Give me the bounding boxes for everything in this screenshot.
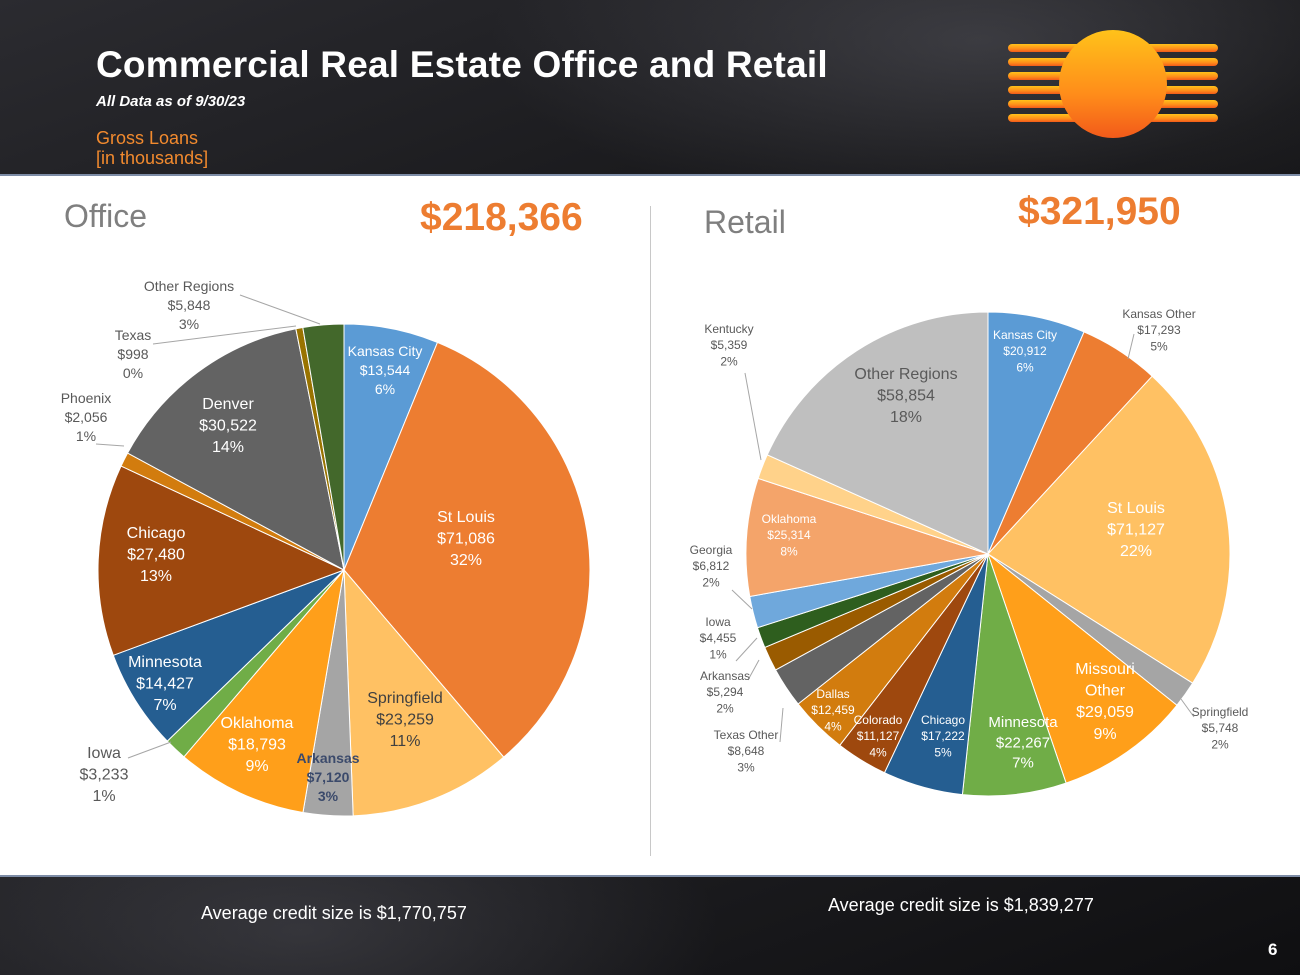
- office-label-texas: Texas $998 0%: [115, 327, 152, 381]
- retail-label-minnesota: Minnesota $22,267 7%: [988, 714, 1058, 772]
- office-label-arkansas: Arkansas $7,120 3%: [296, 750, 359, 804]
- retail-label-oklahoma: Oklahoma $25,314 8%: [762, 512, 817, 558]
- retail-label-georgia: Georgia $6,812 2%: [690, 543, 733, 589]
- office-leader-phoenix: [95, 443, 125, 447]
- office-slice-springfield: [343, 568, 505, 817]
- office-leader-iowa: [127, 741, 172, 759]
- office-slice-oklahoma: [183, 568, 345, 814]
- bank-logo: [1008, 30, 1218, 138]
- retail-label: Retail: [704, 204, 786, 240]
- gross-loans-caption: Gross Loans [in thousands]: [96, 128, 208, 168]
- office-label-chicago: Chicago $27,480 13%: [127, 525, 186, 585]
- office-slice-denver: [126, 328, 345, 571]
- office-label-minnesota: Minnesota $14,427 7%: [128, 654, 202, 714]
- page-title: Commercial Real Estate Office and Retail: [96, 44, 828, 85]
- content-panel: Office $218,366 Retail $321,950 Kansas C…: [0, 174, 1300, 877]
- retail-label-arkansas: Arkansas $5,294 2%: [700, 669, 750, 715]
- as-of-subtitle: All Data as of 9/30/23: [96, 93, 246, 110]
- retail-average-credit: Average credit size is $1,839,277: [828, 895, 1094, 915]
- retail-label-texas-other: Texas Other $8,648 3%: [714, 728, 779, 774]
- office-total: $218,366: [420, 196, 583, 239]
- office-pie-chart: Kansas City $13,544 6% St Louis $71,086 32% Sp…: [61, 278, 591, 817]
- retail-leader-georgia: [731, 589, 753, 610]
- retail-total: $321,950: [1018, 190, 1181, 233]
- retail-slice-other-regions: [766, 311, 989, 555]
- retail-leader-kentucky: [744, 372, 762, 461]
- retail-label-kentucky: Kentucky $5,359 2%: [704, 322, 753, 368]
- retail-label-missouri-other: Missouri Other $29,059 9%: [1075, 661, 1135, 743]
- office-label-kansas-city: Kansas City $13,544 6%: [348, 343, 423, 397]
- retail-label-chicago: Chicago $17,222 5%: [921, 713, 965, 759]
- retail-label-kansas-other: Kansas Other $17,293 5%: [1122, 307, 1195, 353]
- retail-leader-kansas-other: [1127, 333, 1135, 360]
- page-number: 6: [1268, 940, 1278, 959]
- retail-slice-st-louis: [987, 375, 1231, 684]
- gross-loans-line2: [in thousands]: [96, 148, 209, 168]
- retail-label-iowa: Iowa $4,455 1%: [700, 615, 737, 661]
- office-slice-chicago: [97, 465, 346, 656]
- office-slice-st-louis: [343, 341, 591, 758]
- office-label-iowa: Iowa $3,233 1%: [80, 745, 129, 805]
- retail-slices: [745, 311, 1231, 797]
- office-label-st-louis: St Louis $71,086 32%: [437, 509, 495, 569]
- retail-slice-missouri-other: [986, 552, 1178, 784]
- retail-slice-oklahoma: [745, 477, 989, 598]
- office-label: Office: [64, 198, 147, 234]
- retail-label-st-louis: St Louis $71,127 22%: [1107, 500, 1165, 560]
- office-leader-other-regions: [239, 294, 321, 325]
- office-average-credit: Average credit size is $1,770,757: [201, 903, 467, 923]
- retail-label-springfield: Springfield $5,748 2%: [1192, 705, 1249, 751]
- office-slice-other-regions: [302, 323, 345, 571]
- retail-slice-minnesota: [961, 553, 1067, 797]
- office-leader-texas: [152, 325, 297, 345]
- retail-leader-texas-other: [779, 707, 784, 743]
- retail-label-colorado: Colorado $11,127 4%: [854, 713, 903, 759]
- retail-label-other-regions: Other Regions $58,854 18%: [854, 366, 957, 426]
- gross-loans-line1: Gross Loans: [96, 128, 199, 148]
- office-label-springfield: Springfield $23,259 11%: [367, 690, 443, 750]
- office-slices: [97, 323, 591, 817]
- office-label-phoenix: Phoenix $2,056 1%: [61, 390, 112, 444]
- office-label-other-regions: Other Regions $5,848 3%: [144, 278, 234, 332]
- panel-divider: [650, 206, 651, 856]
- retail-leader-springfield: [1180, 698, 1195, 718]
- retail-labels: Kansas City $20,912 6% Kansas Other $17,293 5…: [690, 307, 1249, 774]
- office-label-denver: Denver $30,522 14%: [199, 396, 257, 456]
- office-labels: Kansas City $13,544 6% St Louis $71,086 32% Sp…: [61, 278, 495, 805]
- retail-label-kansas-city: Kansas City $20,912 6%: [993, 328, 1057, 374]
- retail-pie-chart: Kansas City $20,912 6% Kansas Other $17,293 5…: [690, 307, 1249, 797]
- retail-leader-arkansas: [747, 659, 760, 681]
- office-label-oklahoma: Oklahoma $18,793 9%: [221, 715, 294, 775]
- retail-label-dallas: Dallas $12,459 4%: [811, 687, 855, 733]
- retail-leader-iowa: [735, 637, 758, 662]
